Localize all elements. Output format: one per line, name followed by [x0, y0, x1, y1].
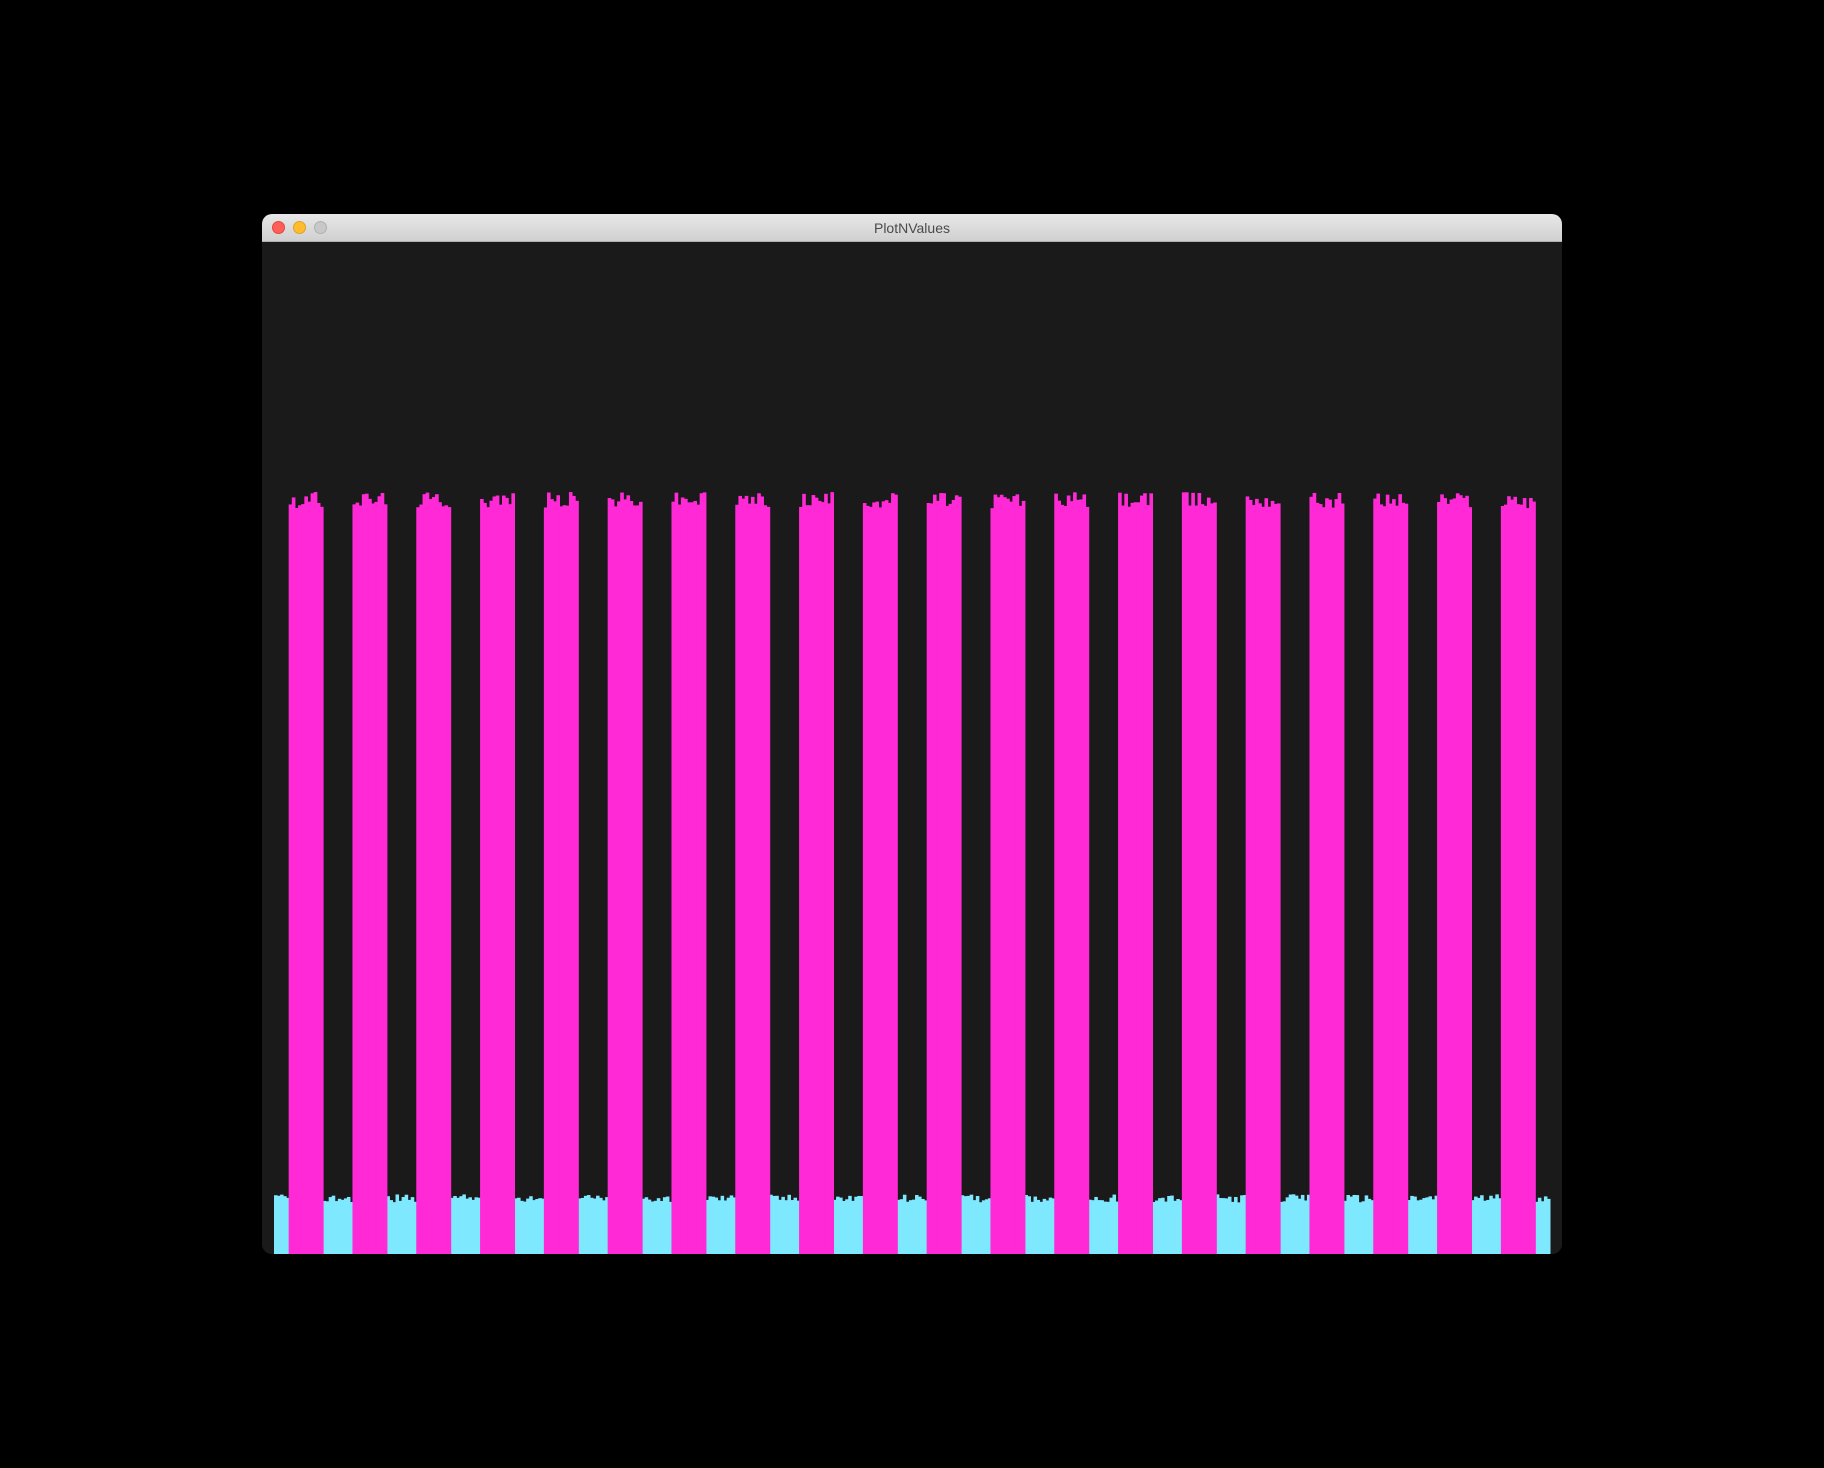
- traffic-lights: [262, 221, 327, 234]
- bar-magenta_high-15: [1246, 496, 1281, 1254]
- bar-magenta_high-5: [608, 493, 643, 1254]
- bar-magenta_high-7: [735, 493, 770, 1254]
- app-window: PlotNValues: [262, 214, 1562, 1254]
- bar-magenta_high-16: [1309, 493, 1344, 1254]
- bar-magenta_high-3: [480, 493, 515, 1254]
- bar-magenta_high-14: [1182, 492, 1217, 1254]
- bar-magenta_high-18: [1437, 493, 1472, 1254]
- plot-svg: [262, 242, 1562, 1254]
- close-button[interactable]: [272, 221, 285, 234]
- bar-magenta_high-8: [799, 492, 834, 1254]
- bar-magenta_high-13: [1118, 493, 1153, 1254]
- bar-magenta_high-12: [1054, 492, 1089, 1254]
- minimize-button[interactable]: [293, 221, 306, 234]
- bar-magenta_high-4: [544, 492, 579, 1254]
- plot-canvas: [262, 242, 1562, 1254]
- bar-magenta_high-1: [352, 493, 387, 1254]
- bar-magenta_high-10: [927, 493, 962, 1254]
- bar-magenta_high-17: [1373, 494, 1408, 1254]
- bar-magenta_high-9: [863, 493, 898, 1254]
- bar-magenta_high-11: [990, 494, 1025, 1254]
- bar-magenta_high-6: [671, 492, 706, 1254]
- bar-magenta_high-0: [289, 492, 324, 1254]
- window-title: PlotNValues: [262, 220, 1562, 236]
- bar-magenta_high-19: [1501, 496, 1536, 1254]
- bar-magenta_high-2: [416, 493, 451, 1254]
- window-titlebar[interactable]: PlotNValues: [262, 214, 1562, 242]
- zoom-button[interactable]: [314, 221, 327, 234]
